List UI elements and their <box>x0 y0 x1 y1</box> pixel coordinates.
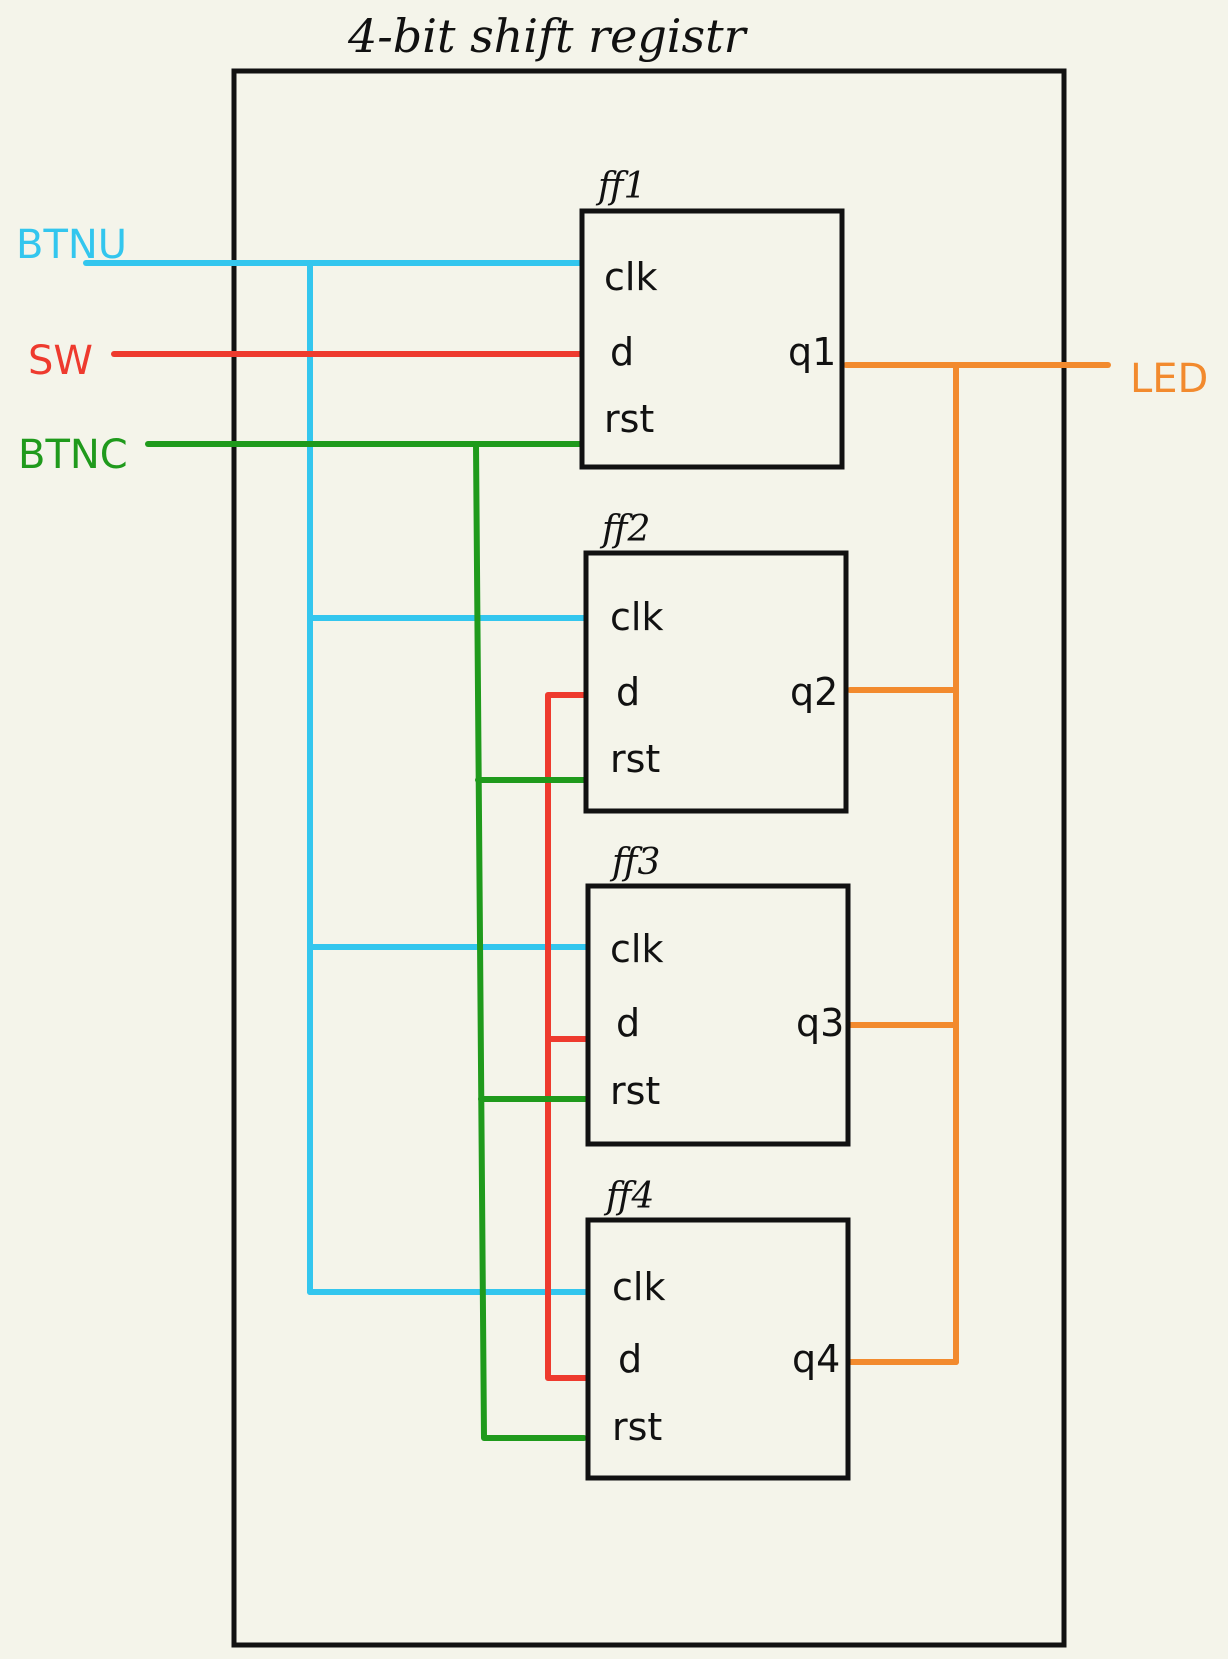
reset-wire-trunk <box>473 441 587 1441</box>
module-boundary <box>231 68 1067 1648</box>
flipflop-2-q-port: q2 <box>790 670 838 714</box>
flipflop-2-clk-port: clk <box>610 595 663 639</box>
flipflop-1-clk-port: clk <box>604 255 657 299</box>
reset-net <box>145 441 589 1441</box>
output-label-led: LED <box>1130 356 1208 402</box>
diagram-title: 4-bit shift registr <box>347 9 749 63</box>
flipflop-1-q-port: q1 <box>788 330 836 374</box>
input-label-btnc: BTNC <box>18 432 128 478</box>
flipflop-4-rst-port: rst <box>612 1405 662 1449</box>
flipflop-4-d-port: d <box>618 1337 642 1381</box>
flipflop-3-name: ff3 <box>609 842 660 883</box>
flipflop-3-rst-port: rst <box>610 1069 660 1113</box>
clock-net <box>83 260 589 1295</box>
flipflop-2-d-port: d <box>616 670 640 714</box>
flipflop-3-d-port: d <box>616 1001 640 1045</box>
flipflop-4-q-port: q4 <box>792 1337 840 1381</box>
flipflop-1-box <box>579 208 845 470</box>
flipflop-3-box <box>585 883 851 1147</box>
flipflop-4-box <box>585 1217 851 1481</box>
flipflop-2-rst-port: rst <box>610 737 660 781</box>
flipflop-1-d-port: d <box>610 330 634 374</box>
output-net <box>843 362 1111 1365</box>
flipflop-4-name: ff4 <box>603 1176 654 1217</box>
flipflop-3-q-port: q3 <box>796 1001 844 1045</box>
flipflop-3-clk-port: clk <box>610 927 663 971</box>
flipflop-4: ff4 clk d rst q4 <box>585 1176 851 1481</box>
flipflop-1-name: ff1 <box>595 166 646 207</box>
flipflop-3: ff3 clk d rst q3 <box>585 842 851 1147</box>
input-label-sw: SW <box>28 338 93 384</box>
data-net <box>111 351 589 1381</box>
flipflop-2: ff2 clk d rst q2 <box>583 509 849 814</box>
flipflop-4-clk-port: clk <box>612 1265 665 1309</box>
flipflop-2-box <box>583 550 849 814</box>
flipflop-1-rst-port: rst <box>604 397 654 441</box>
flipflop-1: ff1 clk d rst q1 <box>579 166 845 470</box>
flipflop-2-name: ff2 <box>599 509 650 550</box>
input-label-btnu: BTNU <box>16 222 127 268</box>
